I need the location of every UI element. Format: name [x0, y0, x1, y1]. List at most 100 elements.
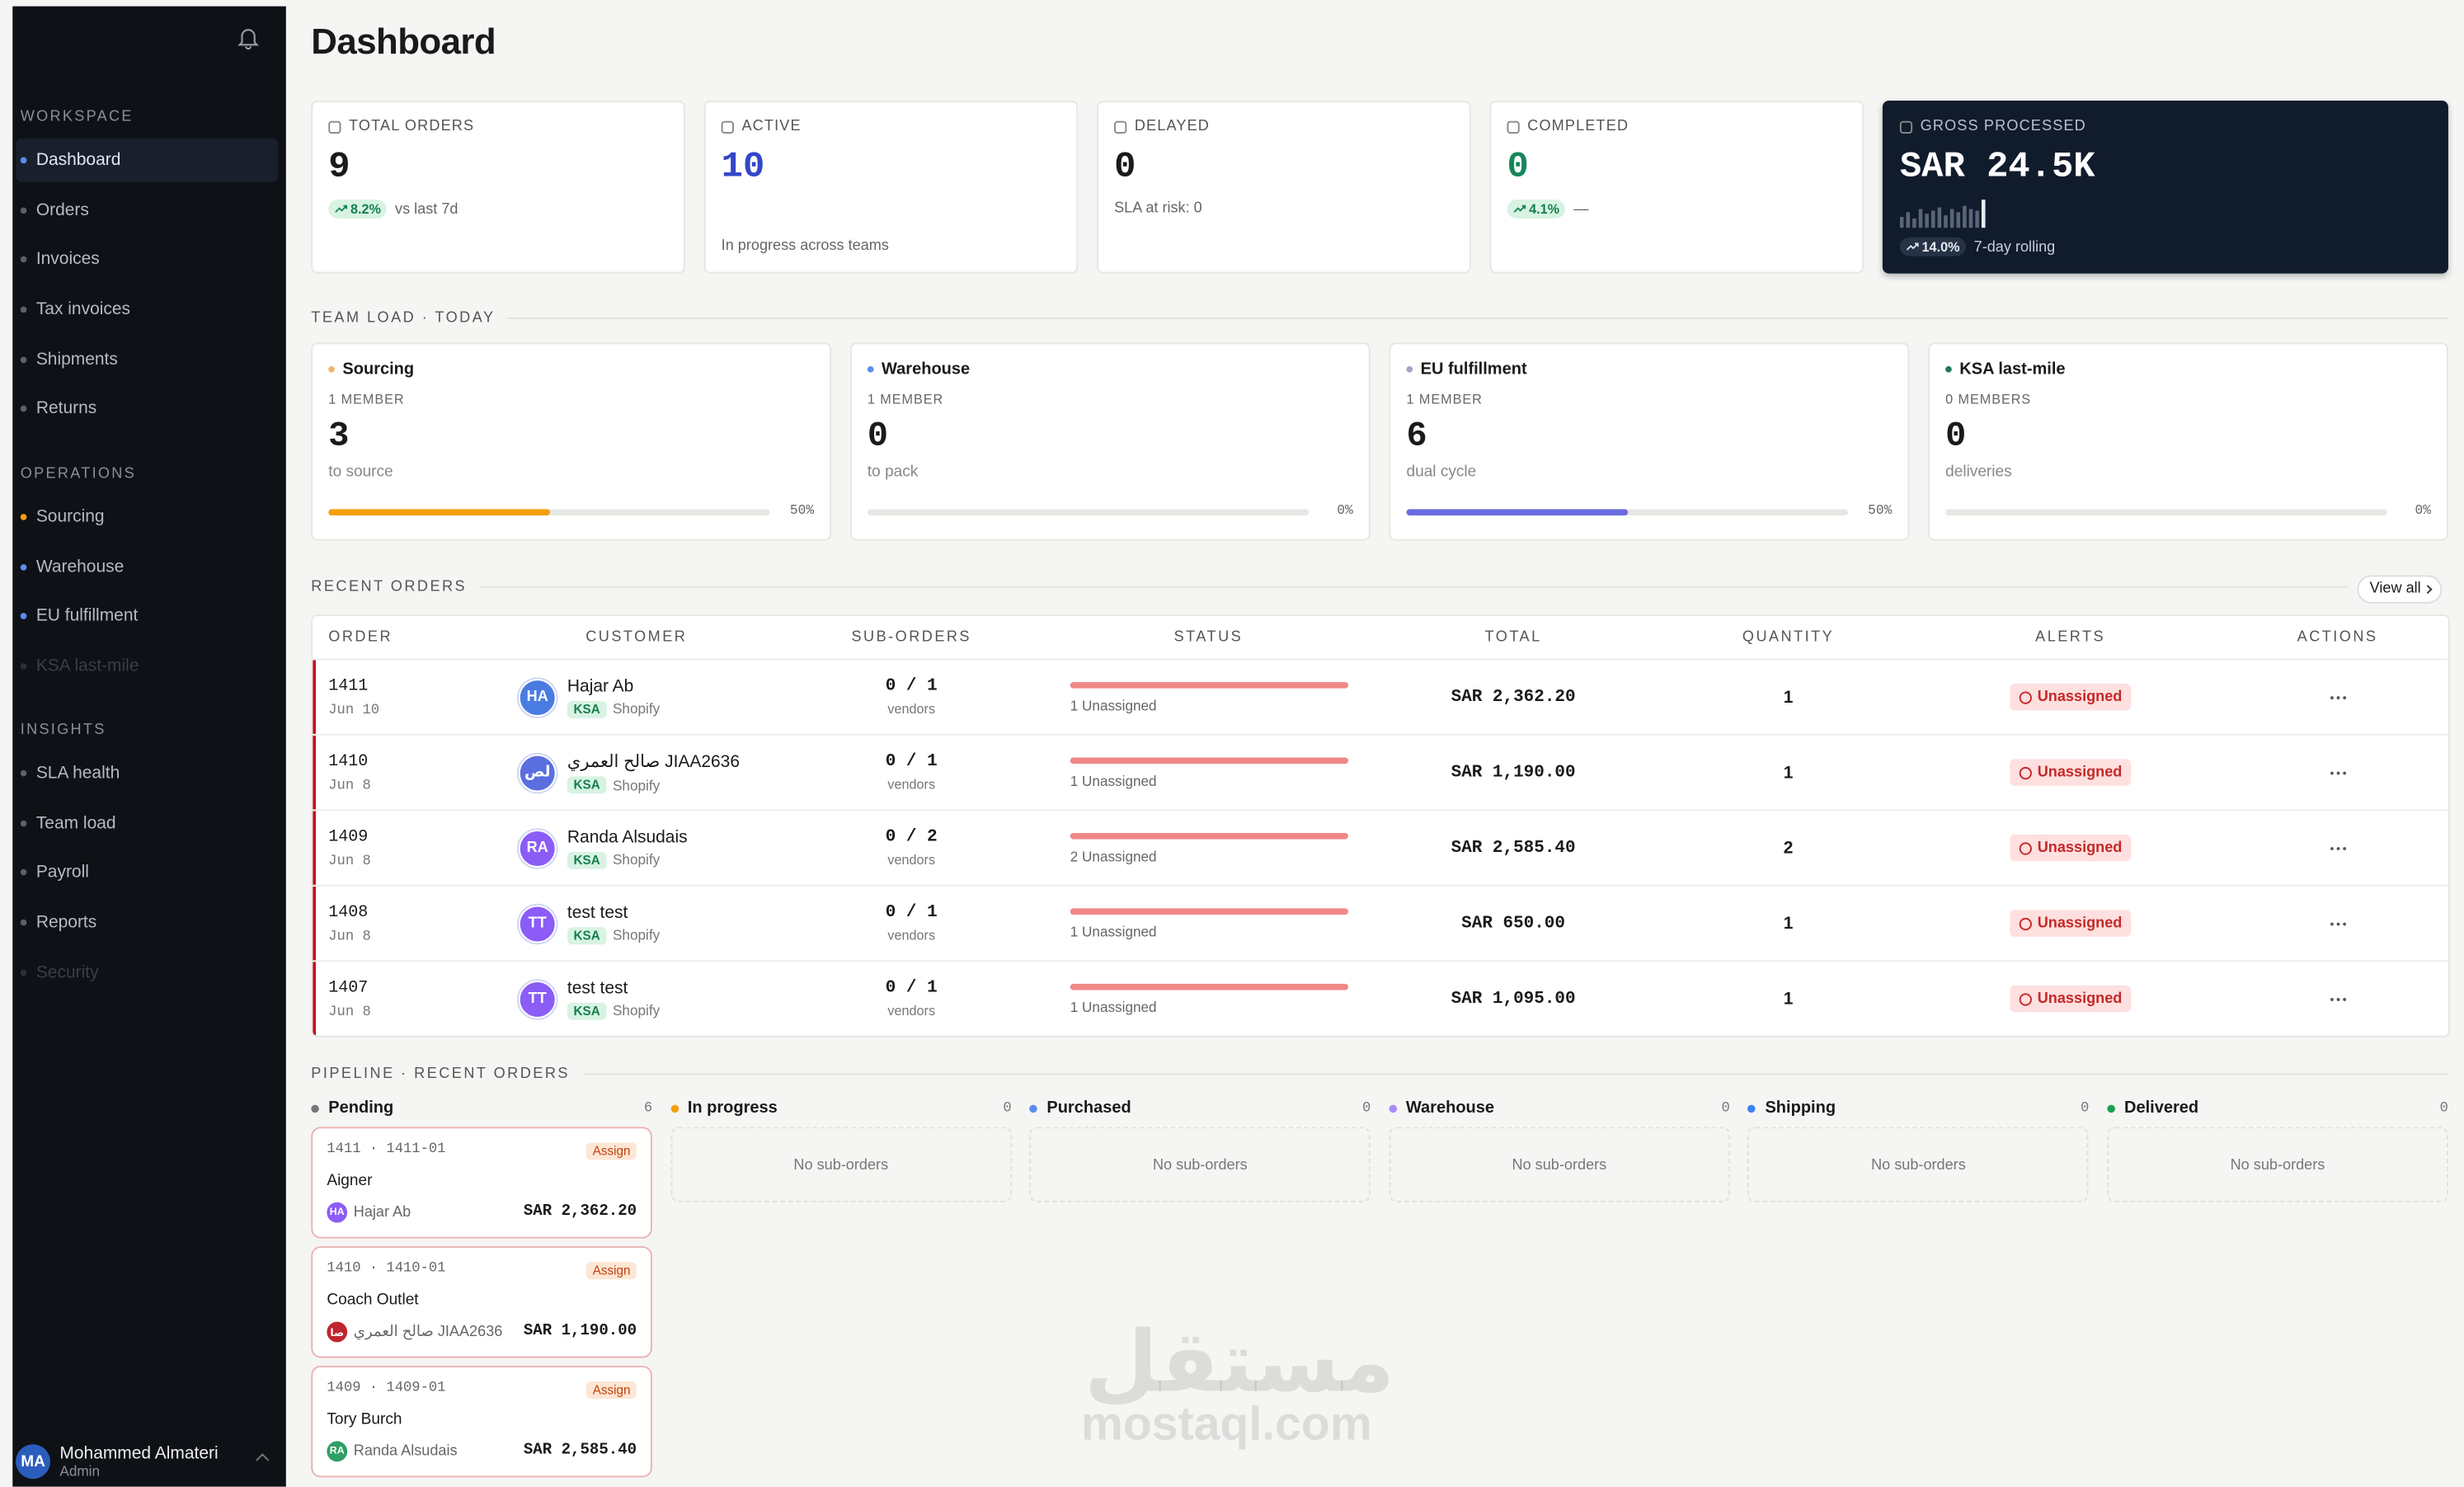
- order-number: 1409: [328, 827, 369, 847]
- nav-item[interactable]: EU fulfillment: [16, 595, 278, 638]
- assign-button[interactable]: Assign: [586, 1381, 637, 1399]
- order-cell: 1410 Jun 8: [313, 752, 503, 793]
- order-row[interactable]: 1410 Jun 8 لص صالح العمري JIAA2636 KSA Shopif…: [313, 733, 2448, 809]
- empty-state: No sub-orders: [670, 1127, 1012, 1202]
- status-cell: 2 Unassigned: [1053, 832, 1364, 863]
- actions-menu[interactable]: [2227, 846, 2448, 849]
- notifications-icon[interactable]: [237, 25, 260, 50]
- suborder-card[interactable]: 1411 · 1411-01 Assign Aigner HA Hajar Ab SAR …: [311, 1127, 653, 1239]
- order-row[interactable]: 1407 Jun 8 TT test test KSA Shopify 0 / 1 vendo…: [313, 960, 2448, 1035]
- actions-menu[interactable]: [2227, 770, 2448, 774]
- assign-button[interactable]: Assign: [586, 1262, 637, 1280]
- load-label: 0%: [2415, 502, 2431, 519]
- chevron: [256, 1453, 270, 1467]
- nav-item[interactable]: Reports: [16, 901, 278, 944]
- nav-item[interactable]: Returns: [16, 388, 278, 431]
- sparkline: [1899, 200, 1986, 228]
- suborders-note: vendors: [887, 700, 936, 717]
- order-row[interactable]: 1409 Jun 8 RA Randa Alsudais KSA Shopify 0 / 2…: [313, 809, 2448, 884]
- nav-item[interactable]: Warehouse: [16, 545, 278, 589]
- section-title: RECENT ORDERS: [311, 578, 468, 596]
- team-dot: [328, 366, 335, 373]
- suborders-note: vendors: [887, 851, 936, 868]
- nav-item[interactable]: Team load: [16, 801, 278, 845]
- suborder-card[interactable]: 1410 · 1410-01 Assign Coach Outlet صا صالح ا…: [311, 1246, 653, 1358]
- total-cell: SAR 1,190.00: [1451, 763, 1576, 783]
- suborders: 0 / 2: [885, 828, 938, 848]
- kpi-note: —: [1573, 200, 1589, 218]
- section-title: PIPELINE · RECENT ORDERS: [311, 1065, 570, 1083]
- kpi-icon: [1899, 120, 1913, 134]
- team-dot: [867, 366, 874, 373]
- team-load-heading: TEAM LOAD · TODAY: [311, 309, 2448, 327]
- customer-name: Hajar Ab: [567, 676, 634, 696]
- order-cell: 1409 Jun 8: [313, 827, 503, 868]
- order-cell: 1408 Jun 8: [313, 903, 503, 944]
- nav-dot: [20, 769, 27, 777]
- alert-icon: [2018, 765, 2032, 779]
- actions-menu[interactable]: [2227, 921, 2448, 925]
- alert-icon: [2018, 690, 2032, 704]
- card-total: SAR 2,585.40: [523, 1442, 637, 1461]
- team-name: Warehouse: [867, 360, 1353, 379]
- nav-item: Security: [16, 950, 278, 994]
- kpi-value: 0: [1114, 146, 1136, 187]
- section-title: WORKSPACE: [20, 108, 134, 126]
- nav-dot: [20, 663, 27, 670]
- customer-avatar: TT: [518, 904, 557, 943]
- order-number: 1407: [328, 978, 369, 998]
- sparkline-bar: [1949, 209, 1954, 228]
- order-row[interactable]: 1408 Jun 8 TT test test KSA Shopify 0 / 1 vendo…: [313, 884, 2448, 960]
- order-date: Jun 8: [328, 777, 371, 793]
- stage-name: Warehouse: [1405, 1099, 1495, 1118]
- kpi-label: GROSS PROCESSED: [1899, 118, 2431, 135]
- kpi-card: DELAYED 0 SLA at risk: 0: [1097, 100, 1471, 274]
- pipeline-column: In progress 0 No sub-orders: [670, 1097, 1012, 1477]
- alert-pill: Unassigned: [2009, 683, 2132, 711]
- alert-icon: [2018, 841, 2032, 854]
- suborder-card[interactable]: 1409 · 1409-01 Assign Tory Burch RA Randa Al…: [311, 1365, 653, 1478]
- suborders-cell: 0 / 2 vendors: [770, 828, 1053, 868]
- orders-table: ORDER CUSTOMER SUB-ORDERS STATUS TOTAL QUANTI…: [311, 614, 2450, 1038]
- load-label: 50%: [1868, 502, 1893, 519]
- stage-name: Pending: [328, 1099, 394, 1118]
- customer-avatar: RA: [518, 829, 557, 867]
- view-all-link[interactable]: View all: [2357, 575, 2442, 604]
- source: Shopify: [612, 700, 661, 717]
- sparkline-bar: [1912, 218, 1916, 228]
- menu-dot: [2335, 997, 2339, 1000]
- user-menu[interactable]: MA Mohammed Almateri Admin: [16, 1437, 283, 1487]
- load-label: 50%: [789, 502, 815, 519]
- kpi-row: TOTAL ORDERS 9 8.2% vs last 7d ACTIVE 10 In pr…: [311, 100, 2448, 274]
- nav-item[interactable]: Orders: [16, 188, 278, 232]
- actions-menu[interactable]: [2227, 997, 2448, 1000]
- alert-text: Unassigned: [2037, 990, 2123, 1008]
- stage-dot: [1388, 1103, 1397, 1113]
- status-text: 1 Unassigned: [1070, 697, 1157, 713]
- nav-item[interactable]: SLA health: [16, 751, 278, 795]
- nav-item[interactable]: Tax invoices: [16, 288, 278, 332]
- customer-name: صالح العمري JIAA2636: [353, 1323, 503, 1341]
- nav-item[interactable]: Payroll: [16, 851, 278, 895]
- nav-item[interactable]: Invoices: [16, 238, 278, 281]
- load-track: [328, 509, 770, 516]
- assign-button[interactable]: Assign: [586, 1142, 637, 1160]
- load-track: [1945, 509, 2387, 516]
- empty-state: No sub-orders: [1388, 1127, 1730, 1202]
- actions-menu[interactable]: [2227, 695, 2448, 699]
- nav-item[interactable]: Shipments: [16, 337, 278, 381]
- nav-item[interactable]: Dashboard: [16, 138, 279, 183]
- order-row[interactable]: 1411 Jun 10 HA Hajar Ab KSA Shopify 0 / 1 vendo…: [313, 658, 2448, 733]
- status-cell: 1 Unassigned: [1053, 982, 1364, 1014]
- trend-icon: [1513, 205, 1526, 213]
- kpi-card: ACTIVE 10 In progress across teams: [703, 100, 1079, 274]
- nav-label: SLA health: [35, 764, 120, 783]
- team-unit: to source: [328, 464, 393, 482]
- nav-item[interactable]: Sourcing: [16, 495, 278, 539]
- customer-name: test test: [567, 978, 628, 998]
- brand: Coach Outlet: [327, 1292, 419, 1310]
- team-unit: deliveries: [1945, 464, 2012, 482]
- team-cards: Sourcing 1 MEMBER 3 to source 50% Warehouse 1 …: [311, 342, 2448, 541]
- column-header: CUSTOMER: [585, 628, 688, 647]
